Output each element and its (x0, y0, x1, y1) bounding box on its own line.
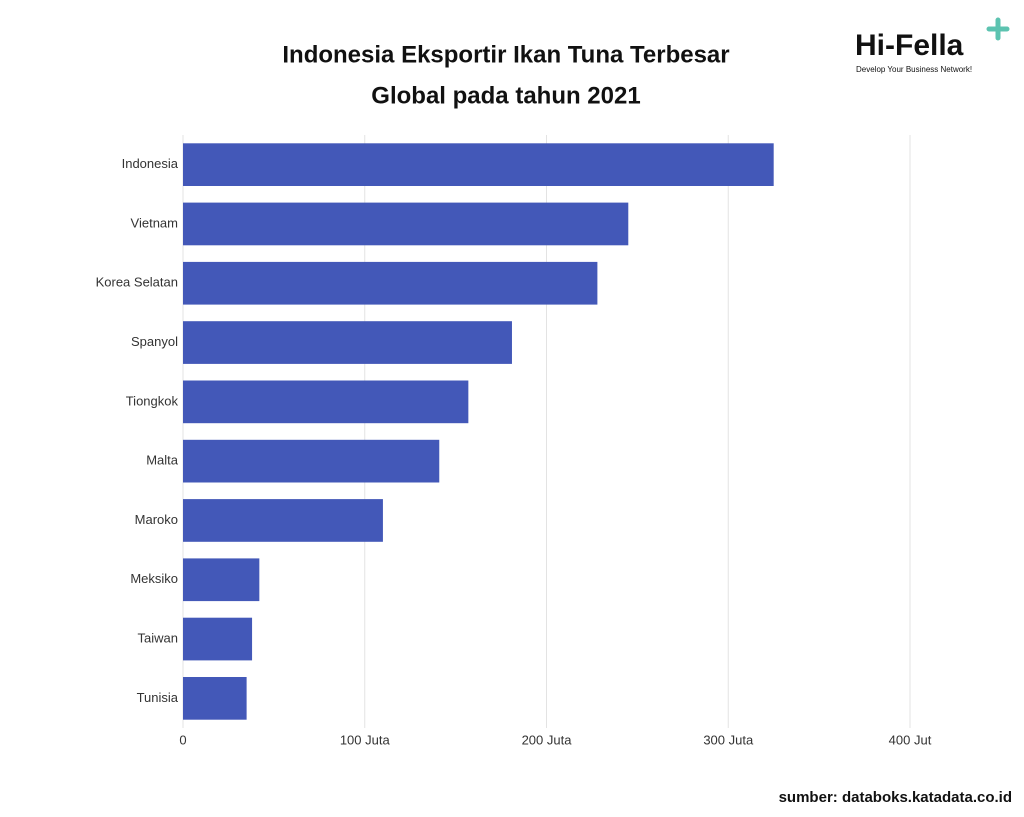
y-tick-label: Taiwan (138, 630, 178, 645)
chart-title: Indonesia Eksportir Ikan Tuna Terbesar (282, 41, 729, 68)
logo-cross (986, 17, 1010, 41)
chart-title: Global pada tahun 2021 (371, 82, 640, 109)
y-tick-label: Malta (146, 453, 179, 468)
bar (183, 617, 253, 661)
logo-name: Hi-Fella (855, 29, 964, 62)
bar (183, 439, 440, 483)
bar (183, 321, 512, 364)
source: sumber: databoks.katadata.co.id (779, 789, 1012, 806)
logo-tagline: Develop Your Business Network! (856, 65, 972, 74)
y-tick-label: Korea Selatan (96, 275, 178, 290)
x-tick-label: 0 (179, 732, 186, 747)
x-tick-label: 200 Juta (522, 732, 573, 747)
x-tick-label: 400 Jut (889, 732, 932, 747)
y-tick-label: Tiongkok (126, 393, 179, 408)
bar (183, 558, 260, 602)
bar (183, 499, 383, 542)
bar (183, 261, 598, 305)
x-tick-label: 300 Juta (703, 732, 754, 747)
y-tick-label: Maroko (135, 512, 178, 527)
bar (183, 380, 469, 424)
y-tick-label: Vietnam (131, 215, 178, 230)
y-tick-label: Spanyol (131, 334, 178, 349)
bar (183, 143, 774, 186)
y-tick-label: Indonesia (122, 156, 179, 171)
bar (183, 202, 629, 246)
bar (183, 677, 247, 720)
y-tick-label: Meksiko (130, 571, 178, 586)
x-tick-label: 100 Juta (340, 732, 391, 747)
logo: Hi-Fella Develop Your Business Network! (855, 17, 1010, 74)
y-tick-label: Tunisia (137, 690, 179, 705)
